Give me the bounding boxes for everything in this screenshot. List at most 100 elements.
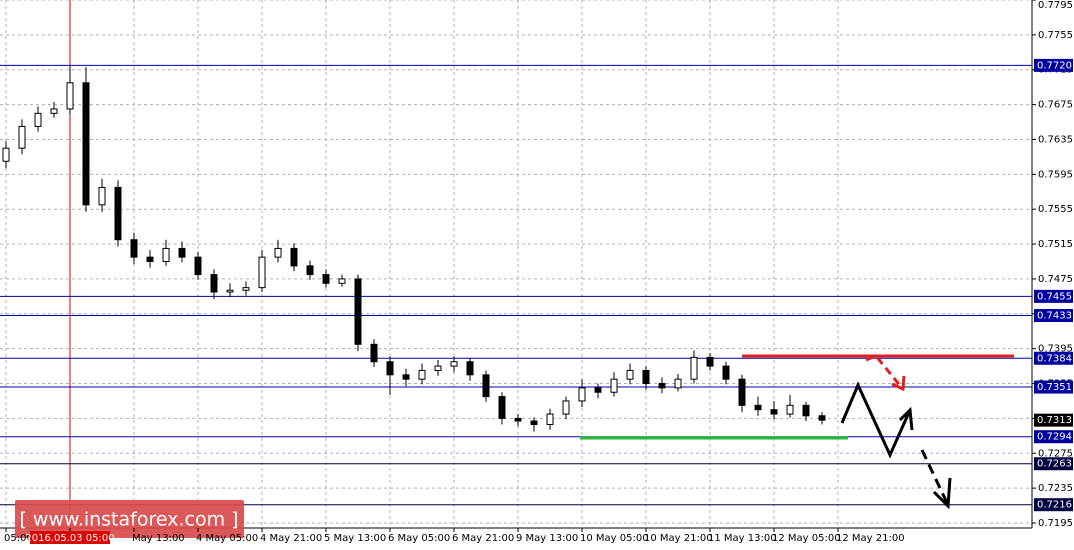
candle-body xyxy=(450,361,458,367)
level-label: 0.7384 xyxy=(1037,353,1072,364)
candle-body xyxy=(610,378,618,393)
x-tick-label: 05:00 xyxy=(4,533,33,544)
candle-body xyxy=(738,378,746,406)
candle-body xyxy=(34,112,42,127)
level-label-box xyxy=(1034,380,1073,394)
candle-body xyxy=(594,387,602,393)
level-label: 0.7294 xyxy=(1037,432,1072,443)
candle-body xyxy=(146,256,154,262)
level-label: 0.7216 xyxy=(1037,500,1072,511)
candle-body xyxy=(194,256,202,276)
x-tick-label: 10 May 21:00 xyxy=(644,533,713,544)
candle-body xyxy=(66,82,74,110)
candle-body xyxy=(2,147,10,162)
x-tick-label: 9 May 13:00 xyxy=(516,533,578,544)
x-tick-label: 10 May 05:00 xyxy=(580,533,649,544)
arrow-head xyxy=(891,375,906,392)
candle-body xyxy=(306,265,314,276)
level-label-box xyxy=(1034,289,1073,303)
level-label: 0.7433 xyxy=(1037,311,1072,322)
level-label-box xyxy=(1034,498,1073,512)
x-tick-label: 11 May 13:00 xyxy=(708,533,777,544)
x-tick-label: 6 May 21:00 xyxy=(452,533,514,544)
candle-body xyxy=(642,369,650,385)
y-tick-label: 0.7555 xyxy=(1038,204,1073,215)
candle-body xyxy=(50,108,58,114)
candle-body xyxy=(578,387,586,402)
x-tick-label: 4 May 21:00 xyxy=(260,533,322,544)
candle-body xyxy=(514,417,522,422)
level-label: 0.7263 xyxy=(1037,459,1072,470)
candle-body xyxy=(18,125,26,149)
level-label: 0.7351 xyxy=(1037,382,1072,393)
forecast-dashed xyxy=(920,449,950,506)
candle-body xyxy=(626,369,634,380)
y-tick-label: 0.7395 xyxy=(1038,344,1073,355)
y-tick-label: 0.7755 xyxy=(1038,30,1073,41)
plot-area xyxy=(0,0,1032,528)
candle-body xyxy=(162,247,170,263)
candle-body xyxy=(562,400,570,415)
level-label-box xyxy=(1034,58,1073,72)
level-label: 0.7455 xyxy=(1037,291,1072,302)
candle-body xyxy=(210,274,218,293)
y-tick-label: 0.7595 xyxy=(1038,169,1073,180)
y-tick-label: 0.7195 xyxy=(1038,518,1073,529)
candle-body xyxy=(418,369,426,380)
candle-body xyxy=(658,383,666,389)
candle-body xyxy=(530,420,538,426)
y-tick-label: 0.7475 xyxy=(1038,274,1073,285)
candle-body xyxy=(82,82,90,206)
candle-body xyxy=(290,247,298,267)
level-label-box xyxy=(1034,309,1073,323)
candle-body xyxy=(114,186,122,241)
y-tick-label: 0.7235 xyxy=(1038,483,1073,494)
candle-body xyxy=(338,278,346,284)
y-tick-label: 0.7675 xyxy=(1038,100,1073,111)
arrow-head xyxy=(932,477,952,510)
y-tick-label: 0.7275 xyxy=(1038,448,1073,459)
x-tick-label: 6 May 05:00 xyxy=(388,533,450,544)
candle-body xyxy=(386,361,394,376)
candle-body xyxy=(258,256,266,289)
y-tick-label: 0.7515 xyxy=(1038,239,1073,250)
candle-body xyxy=(178,247,186,258)
level-label-box xyxy=(1034,430,1073,444)
candle-body xyxy=(370,343,378,363)
candle-body xyxy=(498,396,506,419)
candle-body xyxy=(434,365,442,371)
candle-body xyxy=(674,378,682,389)
candle-body xyxy=(322,274,330,284)
candle-body xyxy=(802,404,810,417)
candle-body xyxy=(354,278,362,345)
candle-body xyxy=(770,409,778,415)
x-tick-label: 2016.05.03 05:00 xyxy=(25,533,114,544)
candle-body xyxy=(786,404,794,415)
x-tick-label: May 13:00 xyxy=(132,533,185,544)
candle-body xyxy=(130,239,138,258)
candle-body xyxy=(690,356,698,380)
arrow-head xyxy=(898,406,914,431)
candle-body xyxy=(818,415,826,421)
candle-body xyxy=(242,287,250,291)
forecast-path xyxy=(840,381,912,459)
candle-body xyxy=(402,374,410,380)
current-price-label: 0.7313 xyxy=(1037,415,1072,426)
candle-body xyxy=(482,374,490,398)
x-tick-label: 4 May 05:00 xyxy=(196,533,258,544)
x-tick-label: 12 May 21:00 xyxy=(836,533,905,544)
y-tick-label: 0.7635 xyxy=(1038,134,1073,145)
level-label: 0.7720 xyxy=(1037,60,1072,71)
watermark-box xyxy=(15,500,244,538)
highlight-label-box xyxy=(30,531,110,544)
x-tick-label: 5 May 13:00 xyxy=(324,533,386,544)
candle-body xyxy=(546,413,554,426)
watermark: [ www.instaforex.com ] xyxy=(15,500,244,538)
y-tick-label: 0.7795 xyxy=(1038,0,1073,11)
candle-body xyxy=(722,365,730,380)
level-label-box xyxy=(1034,351,1073,365)
candle-body xyxy=(706,356,714,367)
alt-forecast xyxy=(865,354,904,389)
